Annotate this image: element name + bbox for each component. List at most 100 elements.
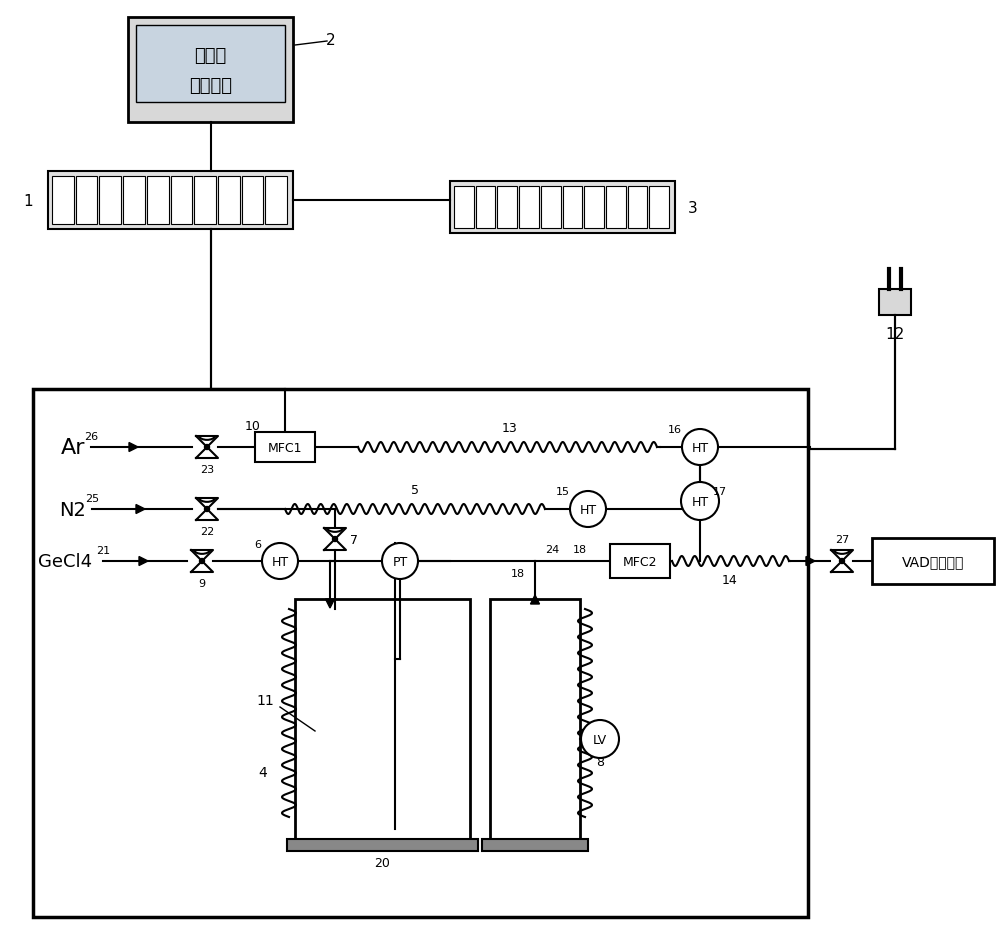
Polygon shape — [831, 561, 853, 573]
Text: 5: 5 — [411, 484, 419, 497]
Bar — [76, 177, 97, 225]
Text: 24: 24 — [545, 545, 559, 554]
Text: 16: 16 — [668, 424, 682, 434]
Circle shape — [840, 559, 844, 564]
Text: PT: PT — [392, 555, 408, 568]
Text: 4: 4 — [259, 765, 267, 779]
Polygon shape — [696, 489, 704, 498]
Bar — [136, 26, 285, 103]
Text: GeCl4: GeCl4 — [38, 552, 92, 571]
Bar — [218, 177, 240, 225]
Bar — [128, 18, 293, 122]
Text: 7: 7 — [350, 533, 358, 546]
Text: MFC2: MFC2 — [623, 555, 657, 568]
Polygon shape — [191, 561, 213, 573]
Bar — [872, 538, 994, 585]
Text: VAD噴灯出口: VAD噴灯出口 — [902, 554, 964, 568]
Text: 13: 13 — [502, 422, 518, 435]
Bar — [255, 432, 315, 462]
Text: 25: 25 — [85, 494, 99, 504]
Circle shape — [205, 445, 210, 450]
Bar — [147, 177, 168, 225]
Polygon shape — [326, 599, 334, 609]
Bar — [99, 177, 121, 225]
Bar — [482, 839, 588, 851]
Text: 2: 2 — [326, 32, 336, 47]
Text: 10: 10 — [245, 420, 261, 433]
Bar — [242, 177, 263, 225]
Text: 12: 12 — [885, 326, 905, 342]
Circle shape — [332, 537, 338, 542]
Polygon shape — [324, 528, 346, 539]
Circle shape — [570, 492, 606, 527]
Bar — [879, 290, 911, 316]
Bar — [541, 187, 560, 229]
Circle shape — [581, 720, 619, 758]
Bar — [194, 177, 216, 225]
Circle shape — [324, 528, 346, 550]
Circle shape — [262, 544, 298, 579]
Polygon shape — [196, 509, 218, 521]
Bar — [606, 187, 626, 229]
Bar — [33, 390, 808, 917]
Polygon shape — [196, 498, 218, 509]
Text: HT: HT — [691, 495, 709, 508]
Text: 11: 11 — [256, 693, 274, 707]
Circle shape — [382, 544, 418, 579]
Circle shape — [831, 550, 853, 573]
Text: 1: 1 — [23, 193, 33, 208]
Text: MFC1: MFC1 — [268, 441, 302, 454]
Bar — [450, 182, 675, 234]
Bar — [562, 187, 582, 229]
Bar — [295, 599, 470, 839]
Bar — [584, 187, 604, 229]
Text: 备触摸屏: 备触摸屏 — [189, 77, 232, 95]
Bar — [265, 177, 287, 225]
Text: LV: LV — [593, 733, 607, 746]
Bar — [497, 187, 517, 229]
Polygon shape — [831, 550, 853, 561]
Polygon shape — [129, 443, 138, 452]
Bar — [123, 177, 145, 225]
Text: 8: 8 — [596, 755, 604, 768]
Bar — [287, 839, 478, 851]
Text: 27: 27 — [835, 535, 849, 545]
Polygon shape — [196, 447, 218, 458]
Circle shape — [196, 498, 218, 521]
Circle shape — [205, 507, 210, 512]
Bar — [170, 177, 192, 225]
Text: HT: HT — [691, 441, 709, 454]
Circle shape — [200, 559, 205, 564]
Text: 23: 23 — [200, 465, 214, 474]
Bar — [490, 599, 580, 839]
Text: HT: HT — [579, 503, 597, 516]
Polygon shape — [324, 539, 346, 550]
Bar — [649, 187, 669, 229]
Circle shape — [681, 483, 719, 521]
Bar — [519, 187, 539, 229]
Text: 20: 20 — [375, 857, 390, 870]
Circle shape — [191, 550, 213, 573]
Text: Ar: Ar — [61, 437, 85, 458]
Text: HT: HT — [271, 555, 289, 568]
Text: 18: 18 — [511, 568, 525, 578]
Bar — [628, 187, 647, 229]
Text: 3: 3 — [688, 200, 698, 215]
Text: 9: 9 — [198, 578, 206, 588]
Polygon shape — [139, 557, 148, 566]
Text: 21: 21 — [96, 546, 110, 555]
Circle shape — [196, 436, 218, 458]
Text: 17: 17 — [713, 486, 727, 496]
Text: 14: 14 — [722, 574, 738, 586]
Text: 6: 6 — [254, 539, 262, 549]
Polygon shape — [191, 550, 213, 561]
Bar — [610, 545, 670, 578]
Bar — [454, 187, 474, 229]
Bar — [52, 177, 74, 225]
Bar — [476, 187, 495, 229]
Polygon shape — [196, 436, 218, 447]
Text: N2: N2 — [60, 500, 86, 519]
Circle shape — [682, 430, 718, 466]
Text: 15: 15 — [556, 486, 570, 496]
Text: 22: 22 — [200, 526, 214, 536]
